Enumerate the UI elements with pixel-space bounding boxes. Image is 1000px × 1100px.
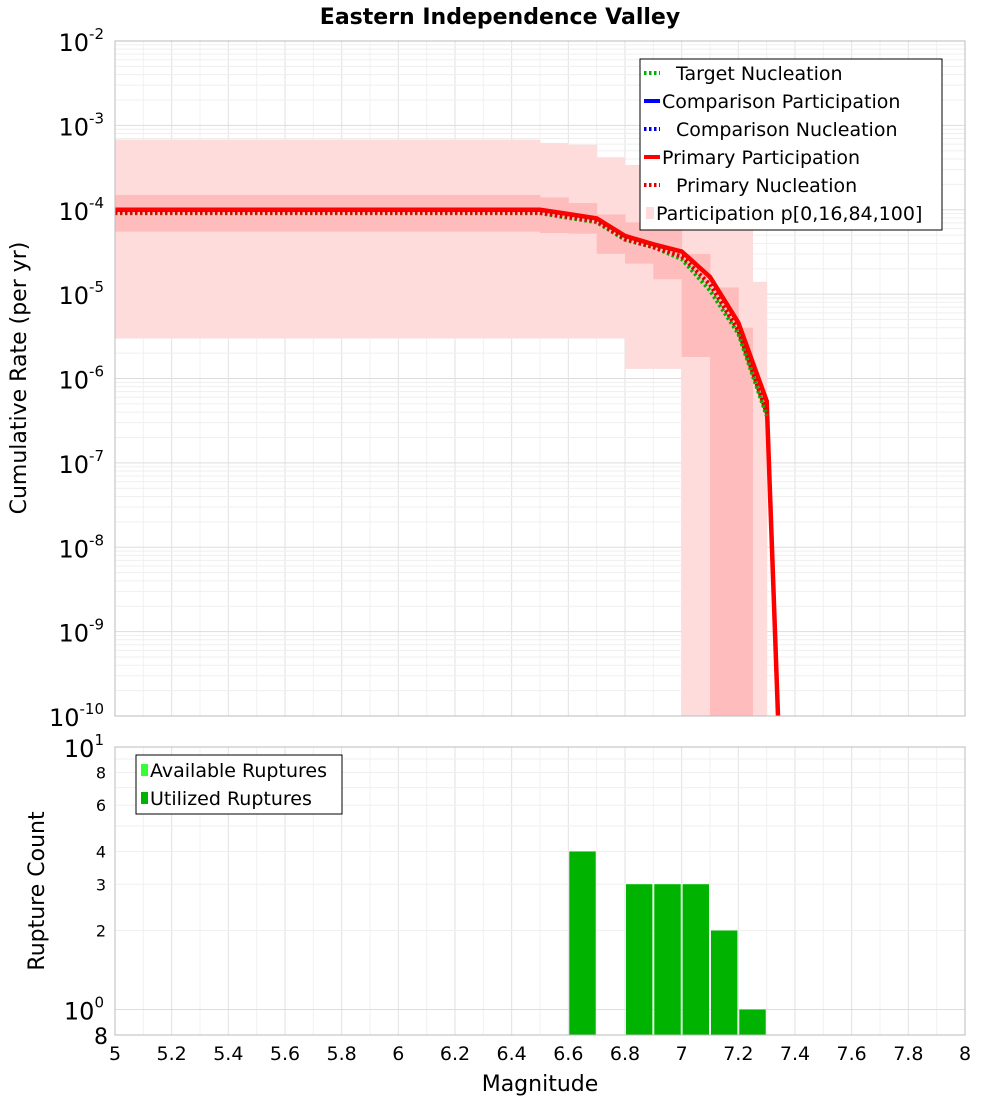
band-p0-p100 [568, 144, 598, 339]
magnitude-x-ticks: 5 5.2 5.4 5.6 5.8 6 6.2 6.4 6.6 6.8 7 7.2 7.4 7.6 7.8 8 [109, 1043, 971, 1065]
magnitude-x-tick-label: 6 [392, 1043, 404, 1065]
count-bars [569, 851, 766, 1035]
bar-utilized-ruptures [654, 884, 681, 1035]
count-y-tick-label: 4 [96, 842, 106, 861]
legend-label-utilized-ruptures: Utilized Ruptures [150, 788, 312, 810]
rate-y-tick-label: 10-9 [58, 616, 104, 648]
count-plot-frame [114, 746, 966, 1036]
rate-y-tick-label: 10-5 [58, 278, 104, 310]
magnitude-x-tick-label: 5.6 [270, 1043, 300, 1065]
bar-utilized-ruptures [569, 851, 596, 1035]
rate-y-tick-label: 10-7 [58, 447, 104, 479]
bar-utilized-ruptures [626, 884, 653, 1035]
band-p16-p84 [738, 327, 753, 716]
legend-label-primary-nucleation: Primary Nucleation [676, 175, 857, 197]
rate-legend-box [639, 58, 943, 231]
magnitude-x-tick-label: 5 [109, 1043, 121, 1065]
band-p0-p100 [752, 281, 768, 716]
legend-label-available-ruptures: Available Ruptures [150, 760, 327, 782]
bar-utilized-ruptures [739, 1009, 766, 1035]
legend-label-target-nucleation: Target Nucleation [675, 63, 843, 85]
magnitude-x-tick-label: 5.2 [157, 1043, 187, 1065]
rate-plot-frame [114, 40, 966, 717]
magnitude-x-tick-label: 6.6 [553, 1043, 583, 1065]
count-y-tick-label: 8 [94, 1025, 108, 1050]
rate-y-tick-label: 10-10 [49, 700, 104, 732]
count-y-tick-label: 6 [96, 796, 106, 815]
band-p0-p100 [115, 139, 541, 339]
rate-y-tick-label: 10-8 [58, 531, 104, 563]
magnitude-x-tick-label: 6.2 [440, 1043, 470, 1065]
legend-swatch-participation-p-0-16-84-100 [646, 207, 654, 219]
count-y-tick-label: 3 [96, 875, 106, 894]
legend-swatch-utilized-ruptures [141, 792, 148, 804]
magnitude-x-tick-label: 5.8 [327, 1043, 357, 1065]
chart-title: Eastern Independence Valley [320, 5, 680, 30]
legend-label-primary-participation: Primary Participation [662, 147, 860, 169]
count-y-tick-label: 8 [96, 763, 106, 782]
bar-utilized-ruptures [711, 930, 738, 1035]
series-primary-participation-line [115, 207, 781, 717]
band-p0-p100 [540, 142, 569, 339]
series-primary-nucleation-line [115, 210, 769, 414]
rate-y-tick-label: 10-4 [58, 194, 104, 226]
magnitude-x-axis-label: Magnitude [482, 1072, 599, 1097]
bar-utilized-ruptures [682, 884, 709, 1035]
rate-legend: Target Nucleation Comparison Participatio… [639, 58, 943, 231]
magnitude-x-tick-label: 7 [676, 1043, 688, 1065]
count-y-axis-label: Rupture Count [25, 811, 50, 971]
rate-y-tick-label: 10-2 [58, 25, 104, 57]
rate-y-tick-label: 10-3 [58, 109, 104, 141]
magnitude-x-tick-label: 7.2 [723, 1043, 753, 1065]
count-legend-box [135, 754, 343, 815]
legend-label-participation-p-0-16-84-100: Participation p[0,16,84,100] [656, 203, 922, 225]
count-y-tick-label: 101 [64, 731, 104, 763]
legend-label-comparison-participation: Comparison Participation [662, 91, 900, 113]
legend-label-comparison-nucleation: Comparison Nucleation [676, 119, 898, 141]
count-legend: Available Ruptures Utilized Ruptures [135, 754, 343, 815]
magnitude-x-tick-label: 8 [959, 1043, 971, 1065]
magnitude-x-tick-label: 6.8 [610, 1043, 640, 1065]
magnitude-x-tick-label: 7.6 [837, 1043, 867, 1065]
magnitude-x-tick-label: 7.4 [780, 1043, 810, 1065]
rate-panel: 10-10 10-9 10-8 10-7 10-6 10-5 10-4 10-3 10-2 Cu… [7, 25, 966, 732]
magnitude-x-tick-label: 5.4 [213, 1043, 243, 1065]
rate-y-tick-label: 10-6 [58, 363, 104, 395]
magnitude-x-tick-label: 7.8 [893, 1043, 923, 1065]
band-p16-p84 [681, 253, 711, 357]
magnitude-x-tick-label: 6.4 [497, 1043, 527, 1065]
rate-lines [115, 207, 781, 717]
count-y-tick-label: 100 [64, 994, 104, 1026]
rate-y-axis-label: Cumulative Rate (per yr) [7, 242, 32, 515]
band-p16-p84 [710, 287, 739, 716]
rate-y-ticks: 10-10 10-9 10-8 10-7 10-6 10-5 10-4 10-3 10-2 [49, 25, 104, 732]
legend-swatch-available-ruptures [141, 764, 148, 776]
count-y-tick-label: 2 [96, 922, 106, 941]
